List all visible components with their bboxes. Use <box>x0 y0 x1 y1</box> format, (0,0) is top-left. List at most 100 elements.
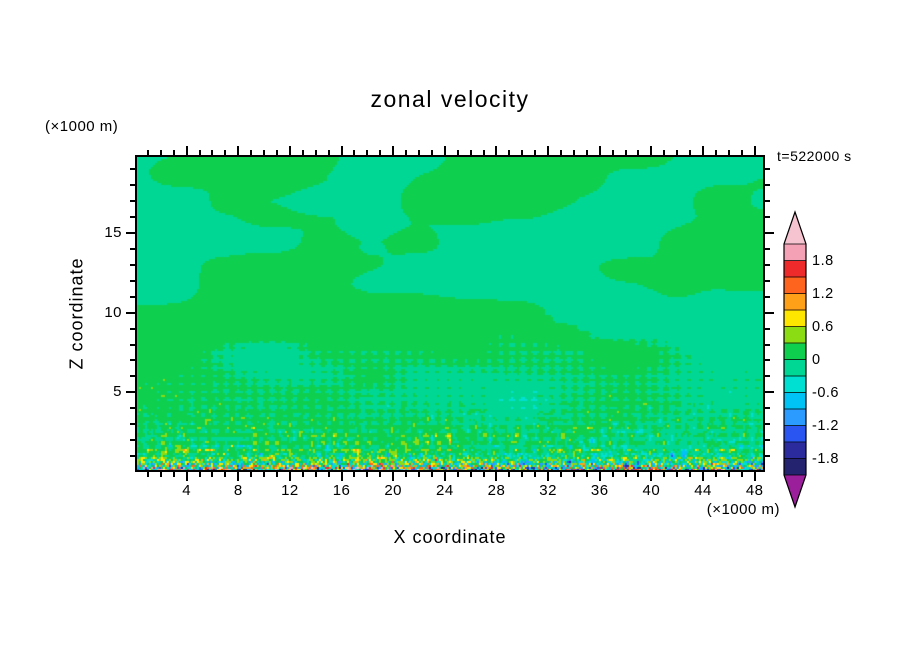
colorbar-segment <box>784 260 806 278</box>
x-tick-major <box>237 472 240 481</box>
x-tick-minor <box>250 150 253 155</box>
x-tick-minor <box>366 472 369 477</box>
x-tick-major <box>443 146 446 155</box>
x-tick-label: 40 <box>642 482 661 499</box>
x-tick-minor <box>301 472 304 477</box>
x-tick-minor <box>353 472 356 477</box>
z-tick-label: 5 <box>113 383 122 401</box>
x-tick-label: 32 <box>539 482 557 499</box>
x-tick-major <box>547 472 550 481</box>
colorbar-segment <box>784 244 806 261</box>
x-tick-major <box>185 472 188 481</box>
x-tick-minor <box>327 472 330 477</box>
x-tick-major <box>702 472 705 481</box>
z-tick-major <box>126 311 135 314</box>
z-tick-minor <box>130 439 135 442</box>
x-tick-minor <box>689 150 692 155</box>
x-tick-minor <box>379 150 382 155</box>
x-tick-minor <box>405 150 408 155</box>
x-tick-minor <box>560 472 563 477</box>
z-tick-minor <box>130 247 135 250</box>
colorbar-segment <box>784 376 806 393</box>
x-tick-major <box>288 146 291 155</box>
colorbar-segment <box>784 392 806 410</box>
x-tick-label: 48 <box>745 482 764 499</box>
x-tick-major <box>650 472 653 481</box>
plot-area <box>135 155 765 472</box>
colorbar-label: 1.8 <box>812 252 834 269</box>
z-tick-minor <box>130 375 135 378</box>
colorbar-outline <box>783 210 807 509</box>
x-tick-minor <box>508 472 511 477</box>
z-tick-label: 15 <box>104 224 122 242</box>
x-tick-major <box>598 472 601 481</box>
z-axis-unit-label: (×1000 m) <box>45 118 119 135</box>
z-tick-minor <box>765 247 770 250</box>
x-tick-minor <box>585 472 588 477</box>
heatmap-canvas <box>137 157 763 470</box>
colorbar-label: 0.6 <box>812 318 834 335</box>
x-tick-minor <box>637 472 640 477</box>
x-tick-minor <box>146 150 149 155</box>
x-tick-minor <box>676 150 679 155</box>
x-tick-minor <box>224 472 227 477</box>
x-tick-minor <box>353 150 356 155</box>
z-tick-minor <box>130 200 135 203</box>
z-tick-minor <box>765 263 770 266</box>
x-tick-major <box>547 146 550 155</box>
x-tick-minor <box>714 150 717 155</box>
x-tick-minor <box>624 150 627 155</box>
z-tick-minor <box>765 184 770 187</box>
z-tick-minor <box>765 455 770 458</box>
z-tick-minor <box>765 168 770 171</box>
x-tick-label: 28 <box>487 482 506 499</box>
z-tick-minor <box>130 423 135 426</box>
z-tick-minor <box>130 184 135 187</box>
x-tick-minor <box>172 472 175 477</box>
x-tick-minor <box>366 150 369 155</box>
x-tick-minor <box>714 472 717 477</box>
x-tick-minor <box>172 150 175 155</box>
x-tick-minor <box>276 472 278 477</box>
time-label: t=522000 s <box>777 148 852 164</box>
x-tick-minor <box>560 150 563 155</box>
x-tick-minor <box>611 150 614 155</box>
colorbar-segment <box>784 293 806 311</box>
z-tick-minor <box>765 295 770 298</box>
x-tick-minor <box>159 472 162 477</box>
x-tick-minor <box>534 150 537 155</box>
x-tick-major <box>185 146 188 155</box>
colorbar-label: -0.6 <box>812 384 839 401</box>
x-tick-label: 44 <box>694 482 712 499</box>
z-tick-minor <box>130 216 135 219</box>
x-tick-minor <box>585 150 588 155</box>
x-tick-minor <box>456 472 459 477</box>
x-tick-major <box>237 146 240 155</box>
z-tick-major <box>765 391 774 394</box>
z-tick-major <box>126 232 135 235</box>
colorbar-over-arrow <box>784 212 806 244</box>
z-tick-minor <box>130 263 135 266</box>
colorbar-segment <box>784 359 806 377</box>
x-tick-minor <box>663 150 666 155</box>
x-tick-major <box>753 146 756 155</box>
x-tick-minor <box>469 150 472 155</box>
x-tick-label: 4 <box>182 482 192 499</box>
x-tick-major <box>288 472 291 481</box>
x-tick-minor <box>276 150 278 155</box>
x-tick-minor <box>740 150 743 155</box>
x-tick-minor <box>379 472 382 477</box>
x-tick-minor <box>198 150 201 155</box>
x-tick-minor <box>301 150 304 155</box>
x-tick-minor <box>263 472 266 477</box>
x-tick-major <box>753 472 756 481</box>
x-tick-major <box>598 146 601 155</box>
x-tick-label: 36 <box>590 482 609 499</box>
z-tick-minor <box>765 407 770 410</box>
x-tick-minor <box>405 472 408 477</box>
x-tick-minor <box>521 150 524 155</box>
z-tick-minor <box>765 439 770 442</box>
colorbar <box>783 210 807 509</box>
x-tick-minor <box>727 150 730 155</box>
